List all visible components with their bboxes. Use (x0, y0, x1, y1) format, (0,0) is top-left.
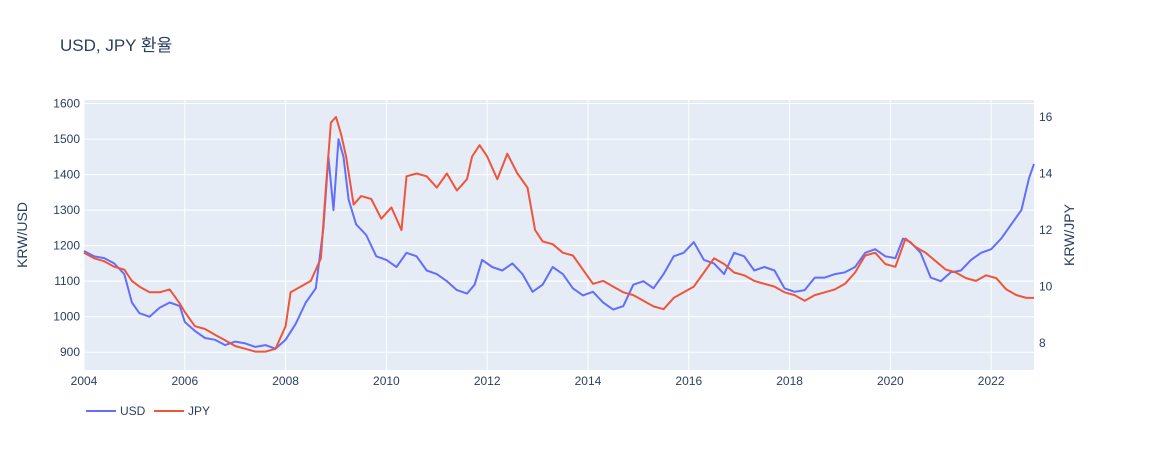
y-left-tick-label: 1300 (53, 203, 80, 217)
legend-item-jpy[interactable]: JPY (154, 404, 210, 418)
y-left-axis-label: KRW/USD (14, 202, 30, 268)
x-tick-label: 2016 (675, 374, 702, 388)
chart-title: USD, JPY 환율 (60, 36, 172, 55)
x-tick-label: 2008 (272, 374, 299, 388)
y-right-axis-label: KRW/JPY (1061, 203, 1077, 266)
y-left-tick-label: 1400 (53, 168, 80, 182)
y-left-axis-ticks: 900 1000 1100 1200 1300 1400 1500 1600 (53, 97, 80, 360)
x-tick-label: 2014 (575, 374, 602, 388)
y-left-tick-label: 1200 (53, 239, 80, 253)
x-tick-label: 2006 (171, 374, 198, 388)
plot-background (84, 100, 1034, 370)
x-tick-label: 2010 (373, 374, 400, 388)
y-right-tick-label: 12 (1039, 223, 1053, 237)
y-left-tick-label: 1000 (53, 310, 80, 324)
y-right-tick-label: 8 (1039, 336, 1046, 350)
x-axis-ticks: 2004 2006 2008 2010 2012 2014 2016 2018 2020 2022 (71, 374, 1005, 388)
series-line-usd[interactable] (83, 138, 1035, 350)
y-left-tick-label: 1500 (53, 132, 80, 146)
x-tick-label: 2022 (978, 374, 1005, 388)
y-left-tick-label: 1600 (53, 97, 80, 111)
y-right-tick-label: 16 (1039, 110, 1053, 124)
x-tick-label: 2020 (877, 374, 904, 388)
x-tick-label: 2004 (71, 374, 98, 388)
series-line-jpy[interactable] (83, 116, 1034, 353)
y-right-tick-label: 14 (1039, 167, 1053, 181)
y-left-tick-label: 900 (60, 345, 80, 359)
series-lines (83, 116, 1035, 353)
legend-item-usd[interactable]: USD (86, 404, 146, 418)
grid-lines (83, 100, 1034, 370)
x-tick-label: 2012 (474, 374, 501, 388)
legend-label: USD (120, 404, 146, 418)
legend[interactable]: USD JPY (86, 404, 210, 418)
legend-label: JPY (188, 404, 210, 418)
x-tick-label: 2018 (776, 374, 803, 388)
y-right-axis-ticks: 8 10 12 14 16 (1039, 110, 1053, 350)
y-right-tick-label: 10 (1039, 280, 1053, 294)
y-left-tick-label: 1100 (54, 274, 80, 288)
